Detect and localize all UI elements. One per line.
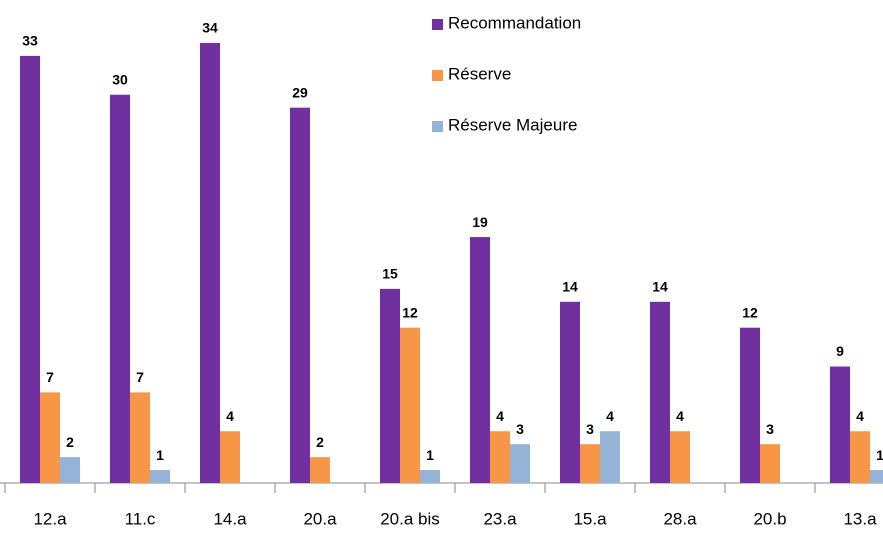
value-label: 3 [766,421,774,437]
value-label: 12 [742,304,758,320]
value-label: 33 [22,33,38,49]
value-label: 7 [46,369,54,385]
bar [60,457,80,483]
value-label: 3 [586,421,594,437]
bar [380,288,400,483]
value-label: 2 [66,434,74,450]
bar [40,392,60,483]
x-tick-label: 14.a [213,509,247,528]
bar [150,470,170,483]
x-tick-label: 28.a [663,509,697,528]
bar [760,444,780,483]
bar [650,301,670,483]
value-label: 29 [292,84,308,100]
bar [670,431,690,483]
bar [830,366,850,483]
value-label: 14 [562,279,578,295]
value-label: 1 [426,447,434,463]
x-tick-label: 23.a [483,509,517,528]
value-label: 4 [856,408,864,424]
x-tick-label: 15.a [573,509,607,528]
bar [110,94,130,483]
bar [470,237,490,483]
x-tick-label: 20.a bis [380,509,440,528]
value-label: 1 [876,447,883,463]
x-tick-label: 12.a [33,509,67,528]
value-label: 34 [202,20,218,36]
value-label: 4 [606,408,614,424]
bar [580,444,600,483]
bar [310,457,330,483]
value-label: 2 [316,434,324,450]
bar [740,327,760,483]
x-tick-label: 20.a [303,509,337,528]
legend-label: Réserve Majeure [448,115,577,134]
value-label: 30 [112,71,128,87]
x-tick-label: 20.b [753,509,786,528]
legend-swatch [432,70,443,81]
bar [510,444,530,483]
value-label: 14 [652,279,668,295]
value-label: 4 [226,408,234,424]
x-tick-label: 13.a [843,509,877,528]
bar [560,301,580,483]
legend-swatch [432,121,443,132]
bar [20,55,40,484]
value-label: 19 [472,214,488,230]
bar [420,470,440,483]
bar [220,431,240,483]
value-label: 9 [836,343,844,359]
bar [290,107,310,484]
value-label: 3 [516,421,524,437]
value-label: 12 [402,304,418,320]
bar [850,431,870,483]
legend-label: Réserve [448,64,511,83]
value-label: 7 [136,369,144,385]
value-label: 1 [156,447,164,463]
legend-label: Recommandation [448,13,581,32]
bar [400,327,420,483]
bar [130,392,150,483]
bar [200,42,220,483]
bar [490,431,510,483]
value-label: 4 [676,408,684,424]
x-tick-label: 11.c [125,509,156,528]
legend-swatch [432,19,443,30]
value-label: 15 [382,266,398,282]
bar [600,431,620,483]
bar [870,470,883,483]
value-label: 4 [496,408,504,424]
